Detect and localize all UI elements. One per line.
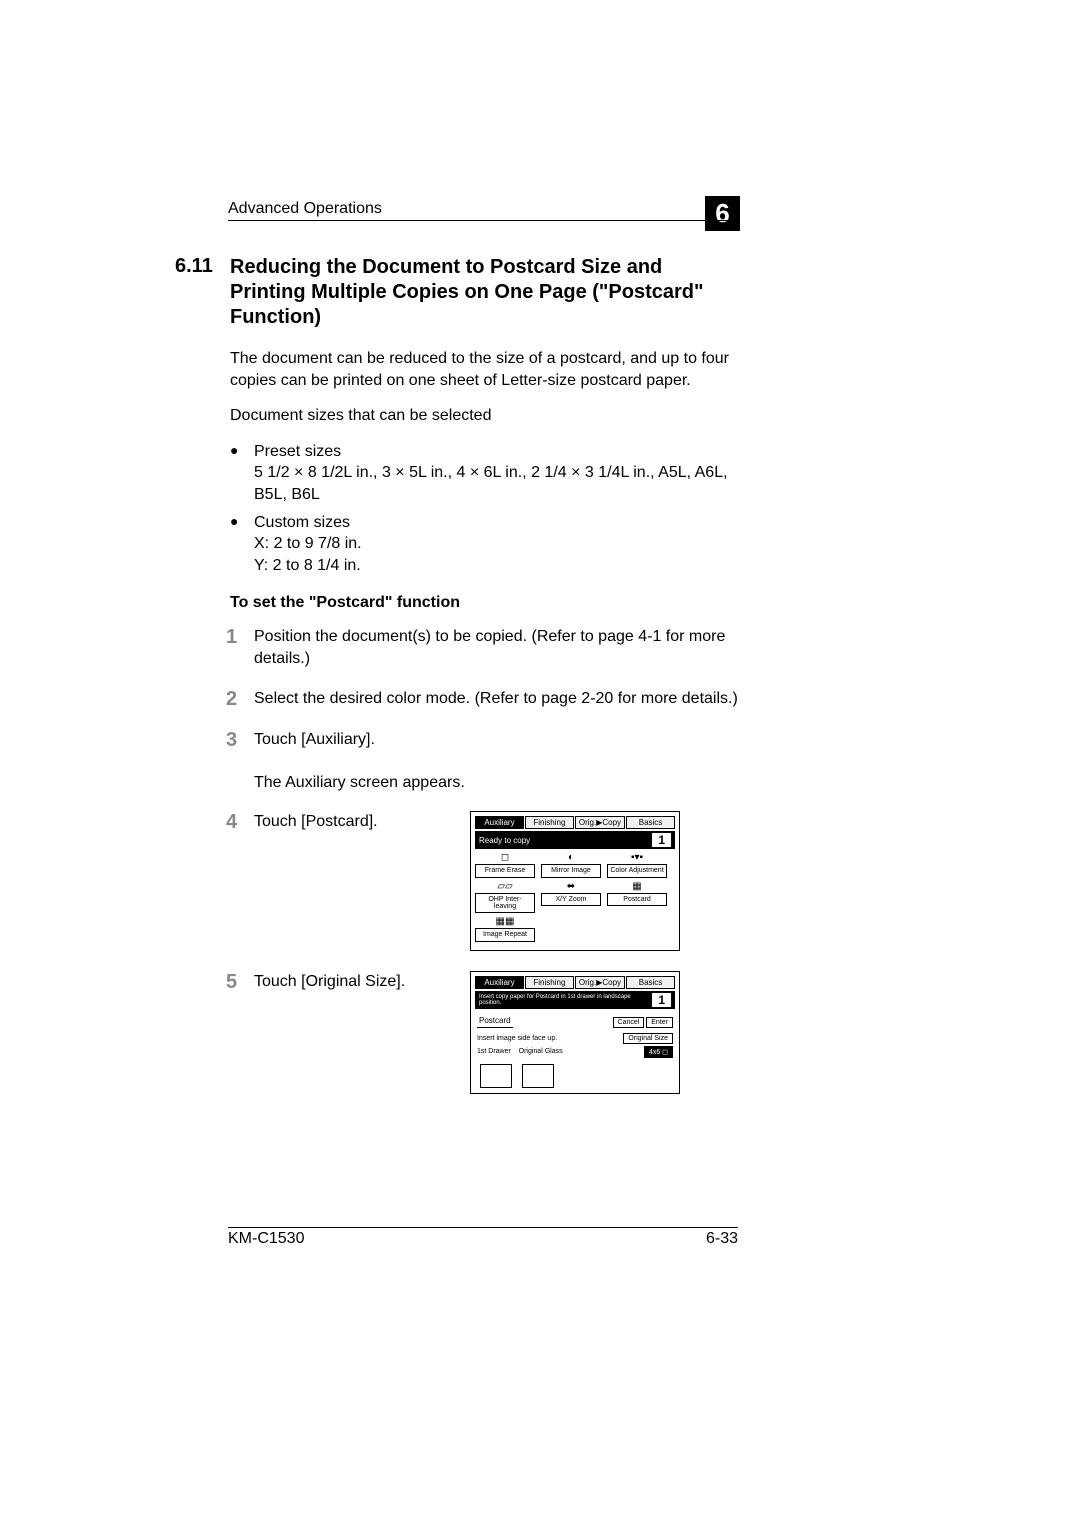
section-number: 6.11	[175, 255, 230, 278]
preset-sizes-item: Preset sizes 5 1/2 × 8 1/2L in., 3 × 5L …	[230, 441, 740, 506]
ohp-interleaving-button[interactable]: OHP Inter-leaving	[475, 893, 535, 914]
tab-finishing-2[interactable]: Finishing	[525, 976, 574, 989]
step-1: 1 Position the document(s) to be copied.…	[230, 626, 740, 669]
step-5-number: 5	[226, 971, 254, 994]
postcard-button[interactable]: Postcard	[607, 893, 667, 906]
step-4-number: 4	[226, 811, 254, 834]
intro-paragraph-1: The document can be reduced to the size …	[230, 348, 740, 391]
status-text-2: Insert copy paper for Postcard in 1st dr…	[479, 994, 652, 1006]
cancel-button[interactable]: Cancel	[613, 1017, 645, 1028]
header-section: Advanced Operations	[228, 200, 382, 218]
tab-basics[interactable]: Basics	[626, 816, 675, 829]
step-4-container: 4 Touch [Postcard]. Auxiliary Finishing …	[230, 811, 740, 950]
step-2-text: Select the desired color mode. (Refer to…	[254, 688, 740, 710]
auxiliary-screen-panel: Auxiliary Finishing Orig.▶Copy Basics Re…	[470, 811, 680, 950]
drawer-label: 1st Drawer	[477, 1048, 511, 1055]
step-3-text: Touch [Auxiliary].	[254, 731, 375, 748]
frame-erase-button[interactable]: Frame Erase	[475, 864, 535, 877]
custom-size-x: X: 2 to 9 7/8 in.	[254, 535, 362, 552]
step-1-text: Position the document(s) to be copied. (…	[254, 626, 740, 669]
sizes-bullet-list: Preset sizes 5 1/2 × 8 1/2L in., 3 × 5L …	[230, 441, 740, 577]
step-2: 2 Select the desired color mode. (Refer …	[230, 688, 740, 711]
paper-size-button[interactable]: 4x6 ◻	[644, 1046, 673, 1058]
mirror-icon: ◐	[568, 853, 574, 863]
custom-size-y: Y: 2 to 8 1/4 in.	[254, 557, 361, 574]
instruction-text: Insert image side face up.	[477, 1035, 557, 1042]
tab-origcopy-2[interactable]: Orig.▶Copy	[575, 976, 625, 989]
postcard-title: Postcard	[477, 1014, 513, 1028]
diagram-glass-icon	[522, 1064, 554, 1088]
glass-label: Original Glass	[519, 1048, 563, 1055]
enter-button[interactable]: Enter	[646, 1017, 673, 1028]
tab-auxiliary[interactable]: Auxiliary	[475, 816, 524, 829]
tab-origcopy[interactable]: Orig.▶Copy	[575, 816, 625, 829]
ohp-icon: ▱▱	[497, 882, 512, 892]
step-3-subtext: The Auxiliary screen appears.	[254, 774, 465, 791]
postcard-screen-panel: Auxiliary Finishing Orig.▶Copy Basics In…	[470, 971, 680, 1094]
header-rule	[228, 220, 738, 221]
step-3: 3 Touch [Auxiliary]. The Auxiliary scree…	[230, 729, 740, 794]
step-5-text: Touch [Original Size].	[254, 971, 460, 994]
xy-zoom-button[interactable]: X/Y Zoom	[541, 893, 601, 906]
tab-basics-2[interactable]: Basics	[626, 976, 675, 989]
step-2-number: 2	[226, 688, 254, 711]
preset-sizes-label: Preset sizes	[254, 443, 341, 460]
step-4-text: Touch [Postcard].	[254, 811, 460, 834]
step-1-number: 1	[226, 626, 254, 649]
step-5-container: 5 Touch [Original Size]. Auxiliary Finis…	[230, 971, 740, 1094]
footer-model: KM-C1530	[228, 1230, 304, 1248]
tab-finishing[interactable]: Finishing	[525, 816, 574, 829]
diagram-drawer-icon	[480, 1064, 512, 1088]
tab-auxiliary-2[interactable]: Auxiliary	[475, 976, 524, 989]
color-adjustment-button[interactable]: Color Adjustment	[607, 864, 667, 877]
status-text: Ready to copy	[479, 836, 530, 845]
mirror-image-button[interactable]: Mirror Image	[541, 864, 601, 877]
xyzoom-icon: ⬌	[567, 882, 575, 892]
intro-paragraph-2: Document sizes that can be selected	[230, 405, 740, 427]
color-adj-icon: ▪▾▪	[631, 853, 643, 863]
chapter-number-badge: 6	[705, 196, 740, 231]
preset-sizes-values: 5 1/2 × 8 1/2L in., 3 × 5L in., 4 × 6L i…	[254, 464, 728, 503]
copy-count-2: 1	[652, 993, 671, 1007]
footer-rule	[228, 1227, 738, 1228]
footer-page-number: 6-33	[706, 1230, 738, 1248]
image-repeat-icon: ▦▦	[496, 917, 515, 927]
frame-erase-icon: ◻	[501, 853, 509, 863]
section-title: Reducing the Document to Postcard Size a…	[230, 255, 740, 330]
step-3-number: 3	[226, 729, 254, 752]
subsection-title: To set the "Postcard" function	[230, 594, 740, 612]
postcard-icon: ▦	[632, 882, 641, 892]
custom-sizes-item: Custom sizes X: 2 to 9 7/8 in. Y: 2 to 8…	[230, 512, 740, 577]
custom-sizes-label: Custom sizes	[254, 514, 350, 531]
copy-count: 1	[652, 833, 671, 847]
image-repeat-button[interactable]: Image Repeat	[475, 928, 535, 941]
original-size-button[interactable]: Original Size	[623, 1033, 673, 1044]
